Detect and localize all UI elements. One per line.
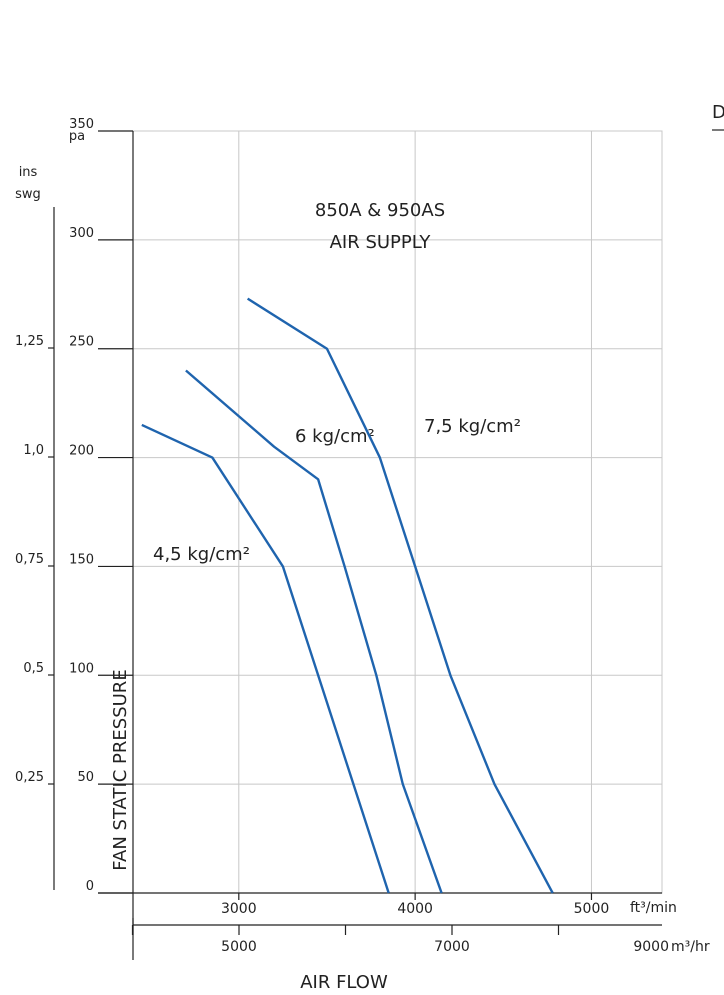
series-line bbox=[141, 423, 390, 894]
y-secondary-unit-label-1: ins bbox=[19, 165, 38, 180]
series-line bbox=[185, 369, 443, 894]
y-tick-label: 0 bbox=[86, 879, 94, 894]
series-label: 7,5 kg/cm² bbox=[424, 416, 521, 437]
x-secondary-tick-label: 9000 bbox=[633, 939, 669, 955]
y-secondary-tick-label: 0,5 bbox=[23, 661, 44, 676]
y-tick-label: 100 bbox=[69, 661, 94, 676]
y-secondary-tick-label: 0,25 bbox=[15, 770, 44, 785]
y-tick-label: 200 bbox=[69, 444, 94, 459]
x-tick-label: 4000 bbox=[397, 901, 433, 917]
x-unit-m-label: m³/hr bbox=[671, 939, 710, 955]
y-tick-label: 350 bbox=[69, 117, 94, 132]
chart-title: 850A & 950AS bbox=[315, 200, 445, 221]
y-unit-label: pa bbox=[69, 129, 85, 144]
chart-subtitle: AIR SUPPLY bbox=[330, 232, 432, 253]
x-axis-title: AIR FLOW bbox=[300, 972, 388, 993]
y-secondary-unit-label-2: swg bbox=[15, 187, 41, 202]
y-axis-title: FAN STATIC PRESSURE bbox=[110, 669, 131, 870]
series-line bbox=[246, 297, 554, 894]
series-label: 6 kg/cm² bbox=[295, 426, 375, 447]
x-secondary-tick-label: 7000 bbox=[434, 939, 470, 955]
edge-text: D bbox=[712, 102, 724, 123]
series-label: 4,5 kg/cm² bbox=[153, 544, 250, 565]
y-secondary-tick-label: 0,75 bbox=[15, 552, 44, 567]
y-secondary-tick-label: 1,25 bbox=[15, 334, 44, 349]
x-tick-label: 3000 bbox=[221, 901, 257, 917]
x-secondary-tick-label: 5000 bbox=[221, 939, 257, 955]
y-tick-label: 250 bbox=[69, 335, 94, 350]
series-group: 4,5 kg/cm² 6 kg/cm² 7,5 kg/cm² bbox=[141, 297, 554, 894]
y-tick-label: 150 bbox=[69, 552, 94, 567]
axes bbox=[48, 130, 662, 960]
x-unit-ft-label: ft³/min bbox=[630, 900, 677, 916]
y-tick-label: 300 bbox=[69, 226, 94, 241]
x-tick-label: 5000 bbox=[574, 901, 610, 917]
y-secondary-tick-label: 1,0 bbox=[23, 443, 44, 458]
tick-labels: 0 50 100 150 200 250 300 350 0,25 0,5 0,75 1,0 1,25 3… bbox=[15, 117, 669, 955]
y-tick-label: 50 bbox=[77, 770, 94, 785]
